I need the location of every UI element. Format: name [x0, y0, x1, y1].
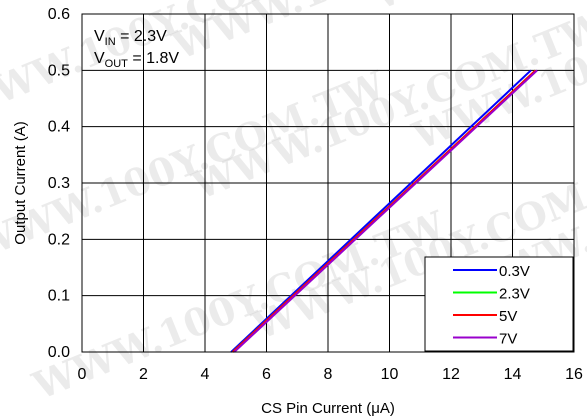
x-tick-label: 4	[201, 366, 210, 383]
x-tick-label: 2	[139, 366, 148, 383]
legend-label: 2.3V	[499, 286, 530, 303]
series-layer	[230, 69, 538, 353]
y-axis-title: Output Current (A)	[12, 121, 29, 244]
series-line-5V	[231, 69, 537, 353]
y-tick-label: 0.2	[48, 231, 70, 248]
y-tick-label: 0.5	[48, 62, 70, 79]
legend-label: 0.3V	[499, 263, 530, 280]
series-line-7V	[233, 69, 538, 353]
y-tick-label: 0.1	[48, 288, 70, 305]
condition-annotation: VIN = 2.3V VOUT = 1.8V	[94, 28, 179, 70]
x-tick-label: 0	[78, 366, 87, 383]
vin-subscript: IN	[105, 36, 116, 48]
y-tick-label: 0.0	[48, 344, 70, 361]
x-axis-title: CS Pin Current (μA)	[261, 400, 395, 417]
vout-subscript: OUT	[105, 58, 129, 70]
legend-label: 5V	[499, 308, 517, 325]
legend: 0.3V 2.3V 5V 7V	[424, 256, 574, 352]
vout-symbol: V	[94, 50, 105, 67]
y-tick-label: 0.6	[48, 6, 70, 23]
y-tick-label: 0.4	[48, 119, 70, 136]
x-tick-labels: 0 2 4 6 8 10 12 14 16	[78, 366, 583, 383]
x-tick-label: 14	[504, 366, 522, 383]
vin-symbol: V	[94, 28, 105, 45]
vout-annotation: VOUT = 1.8V	[94, 50, 179, 70]
vout-value: = 1.8V	[128, 50, 179, 67]
vin-annotation: VIN = 2.3V	[94, 28, 167, 48]
series-line-0.3V	[230, 69, 532, 353]
y-tick-labels: 0.0 0.1 0.2 0.3 0.4 0.5 0.6	[48, 6, 70, 361]
legend-box	[424, 256, 574, 352]
x-tick-label: 6	[262, 366, 271, 383]
legend-label: 7V	[499, 331, 517, 348]
plot-border	[81, 13, 575, 353]
x-tick-label: 12	[442, 366, 460, 383]
x-tick-label: 16	[565, 366, 583, 383]
x-tick-label: 10	[381, 366, 399, 383]
vin-value: = 2.3V	[116, 28, 167, 45]
x-tick-label: 8	[324, 366, 333, 383]
y-tick-label: 0.3	[48, 175, 70, 192]
